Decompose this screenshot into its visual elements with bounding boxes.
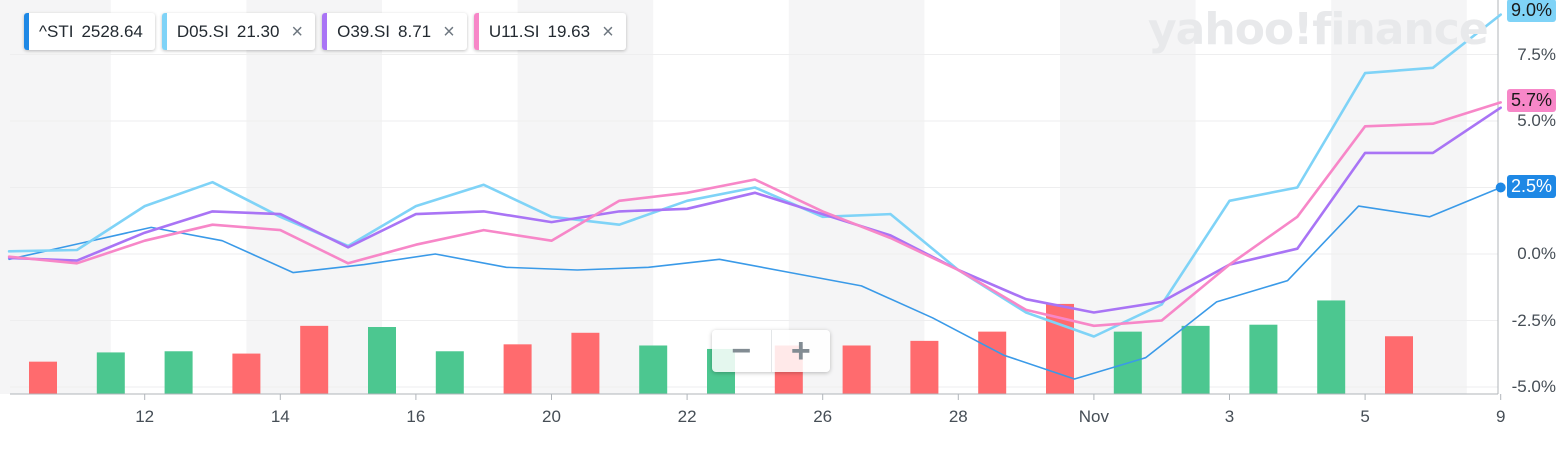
- yahoo-finance-logo: yahoo!finance: [1148, 4, 1489, 55]
- y-tick-label: -5.0%: [1511, 377, 1556, 396]
- sti-symbol: ^STI: [39, 21, 74, 41]
- volume-bar: [978, 331, 1007, 394]
- background-band: [788, 0, 925, 394]
- d05-symbol: D05.SI: [176, 21, 229, 41]
- volume-bar: [639, 345, 668, 394]
- volume-bar: [1181, 325, 1210, 394]
- x-tick-label: 22: [677, 407, 697, 426]
- y-tick-label: 0.0%: [1517, 244, 1556, 263]
- legend: ^STI 2528.64 D05.SI 21.30 × O39.SI 8.71 …: [24, 13, 626, 50]
- legend-chip-sti[interactable]: ^STI 2528.64: [24, 13, 155, 50]
- volume-bar: [1249, 324, 1278, 394]
- zoom-out-button[interactable]: −: [731, 331, 752, 370]
- d05-color-swatch: [161, 13, 167, 50]
- volume-bar: [571, 332, 600, 394]
- sti-price: 2528.64: [81, 21, 143, 41]
- x-tick-label: 14: [270, 407, 290, 426]
- x-tick-label: 16: [406, 407, 426, 426]
- background-band: [0, 0, 111, 394]
- zoom-in-button[interactable]: +: [770, 330, 831, 372]
- legend-chip-o39[interactable]: O39.SI 8.71 ×: [322, 13, 467, 50]
- d05-last-value-badge: 9.0%: [1506, 0, 1556, 22]
- sti-color-swatch: [24, 13, 29, 50]
- volume-bar: [368, 327, 396, 394]
- volume-bar: [164, 351, 193, 394]
- x-tick-label: Nov: [1078, 407, 1110, 426]
- series-line-o39si: [7, 106, 1502, 314]
- o39-color-swatch: [322, 13, 328, 50]
- volume-bar: [96, 352, 125, 394]
- volume-bar: [232, 353, 261, 394]
- series-line-sti: [8, 186, 1502, 380]
- background-band: [517, 0, 654, 394]
- o39-symbol: O39.SI: [337, 21, 391, 41]
- x-tick-label: 20: [542, 407, 561, 426]
- x-tick-label: 3: [1224, 407, 1235, 426]
- volume-bar: [300, 325, 329, 394]
- close-icon[interactable]: ×: [602, 20, 614, 43]
- sti-last-value-badge: 2.5%: [1506, 174, 1556, 198]
- background-band: [1060, 0, 1196, 394]
- volume-bar: [910, 340, 939, 394]
- volume-bar: [29, 361, 57, 394]
- x-tick-label: 5: [1360, 407, 1370, 426]
- x-tick-label: 12: [135, 407, 155, 426]
- u11-symbol: U11.SI: [488, 21, 540, 41]
- volume-bar: [435, 351, 464, 394]
- sti-last-point: [1495, 182, 1506, 193]
- y-tick-label: 5.0%: [1517, 111, 1556, 130]
- y-tick-label: 7.5%: [1517, 44, 1556, 64]
- u11-color-swatch: [473, 13, 479, 50]
- volume-bar: [1385, 336, 1413, 394]
- u11-price: 19.63: [547, 21, 591, 41]
- background-band: [1331, 0, 1467, 394]
- volume-bar: [503, 344, 532, 394]
- o39-price: 8.71: [398, 21, 432, 41]
- close-icon[interactable]: ×: [443, 20, 455, 43]
- y-tick-label: -2.5%: [1511, 310, 1556, 330]
- series-line-u11si: [7, 101, 1502, 328]
- x-tick-label: 26: [813, 407, 833, 426]
- volume-bar: [1317, 300, 1346, 394]
- x-tick-label: 9: [1495, 407, 1506, 426]
- zoom-controls: − +: [712, 330, 830, 372]
- series-line-d05si: [7, 13, 1502, 338]
- u11-last-value-badge: 5.7%: [1506, 89, 1556, 113]
- x-tick-label: 28: [948, 407, 968, 426]
- legend-chip-u11[interactable]: U11.SI 19.63 ×: [473, 13, 626, 50]
- close-icon[interactable]: ×: [291, 20, 304, 43]
- d05-price: 21.30: [236, 21, 280, 41]
- legend-chip-d05[interactable]: D05.SI 21.30 ×: [161, 13, 316, 50]
- volume-bar: [842, 345, 871, 394]
